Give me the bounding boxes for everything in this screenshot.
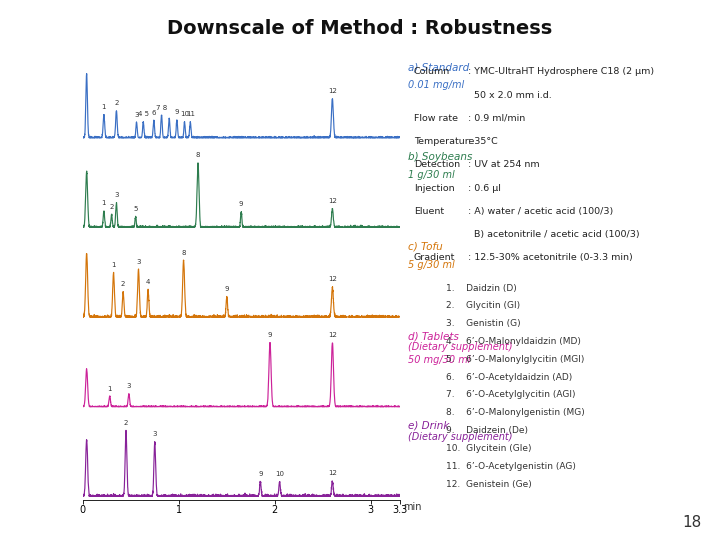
- Text: 18: 18: [683, 515, 702, 530]
- Text: 9.    Daidzein (De): 9. Daidzein (De): [446, 426, 528, 435]
- Text: 6: 6: [152, 110, 156, 116]
- Text: 50 mg/30 ml: 50 mg/30 ml: [408, 355, 471, 365]
- Text: 2: 2: [114, 100, 119, 106]
- Text: Flow rate: Flow rate: [414, 114, 458, 123]
- Text: 2: 2: [121, 281, 125, 287]
- Text: 9: 9: [175, 110, 179, 116]
- Text: 3: 3: [114, 192, 119, 198]
- Text: 2: 2: [124, 420, 128, 426]
- Text: 3: 3: [127, 383, 131, 389]
- Text: 12.  Genistein (Ge): 12. Genistein (Ge): [446, 480, 532, 489]
- Text: : 0.6 μl: : 0.6 μl: [468, 184, 501, 193]
- Text: 5: 5: [133, 206, 138, 212]
- Text: Column: Column: [414, 68, 450, 77]
- Text: 1 g/30 ml: 1 g/30 ml: [408, 170, 455, 180]
- Text: 3: 3: [135, 112, 139, 118]
- Text: 12: 12: [328, 470, 337, 476]
- Text: e) Drink: e) Drink: [408, 421, 449, 431]
- Text: : YMC-UltraHT Hydrosphere C18 (2 μm): : YMC-UltraHT Hydrosphere C18 (2 μm): [468, 68, 654, 77]
- Text: Eluent: Eluent: [414, 207, 444, 216]
- Text: 1: 1: [102, 200, 106, 206]
- Text: 4 5: 4 5: [138, 111, 149, 117]
- Text: 11.  6’-O-Acetylgenistin (AG): 11. 6’-O-Acetylgenistin (AG): [446, 462, 576, 471]
- Text: (Dietary supplement): (Dietary supplement): [408, 342, 513, 352]
- Text: 4.    6’-O-Malonyldaidzin (MD): 4. 6’-O-Malonyldaidzin (MD): [446, 337, 581, 346]
- Text: Injection: Injection: [414, 184, 454, 193]
- Text: 9: 9: [258, 471, 263, 477]
- Text: 12: 12: [328, 88, 337, 94]
- Text: 1: 1: [112, 262, 116, 268]
- Text: 11: 11: [186, 111, 195, 117]
- Text: 1: 1: [107, 386, 112, 392]
- Text: b) Soybeans: b) Soybeans: [408, 152, 472, 162]
- Text: 1.    Daidzin (D): 1. Daidzin (D): [446, 284, 517, 293]
- Text: Temperature: Temperature: [414, 137, 474, 146]
- Text: d) Tablets: d) Tablets: [408, 332, 459, 341]
- Text: : 12.5-30% acetonitrile (0-3.3 min): : 12.5-30% acetonitrile (0-3.3 min): [468, 253, 633, 262]
- Text: : 0.9 ml/min: : 0.9 ml/min: [468, 114, 526, 123]
- Text: 3.    Genistin (G): 3. Genistin (G): [446, 319, 521, 328]
- Text: B) acetonitrile / acetic acid (100/3): B) acetonitrile / acetic acid (100/3): [468, 230, 639, 239]
- Text: 2: 2: [109, 204, 114, 210]
- Text: Gradient: Gradient: [414, 253, 455, 262]
- Text: : UV at 254 nm: : UV at 254 nm: [468, 160, 539, 170]
- Text: 6.    6’-O-Acetyldaidzin (AD): 6. 6’-O-Acetyldaidzin (AD): [446, 373, 572, 382]
- Text: : 35°C: : 35°C: [468, 137, 498, 146]
- Text: 2.    Glycitin (Gl): 2. Glycitin (Gl): [446, 301, 521, 310]
- Text: 9: 9: [239, 201, 243, 207]
- Text: 9: 9: [225, 286, 229, 292]
- Text: (Dietary supplement): (Dietary supplement): [408, 432, 513, 442]
- Text: 3: 3: [153, 431, 157, 437]
- Text: 5.    6’-O-Malonylglycitin (MGl): 5. 6’-O-Malonylglycitin (MGl): [446, 355, 585, 364]
- Text: 9: 9: [268, 332, 272, 338]
- Text: 12: 12: [328, 198, 337, 204]
- Text: 8: 8: [196, 152, 200, 158]
- Text: 5 g/30 ml: 5 g/30 ml: [408, 260, 455, 269]
- Text: 7.    6’-O-Acetylglycitin (AGl): 7. 6’-O-Acetylglycitin (AGl): [446, 390, 576, 400]
- Text: : A) water / acetic acid (100/3): : A) water / acetic acid (100/3): [468, 207, 613, 216]
- Text: 8: 8: [181, 249, 186, 255]
- Text: Detection: Detection: [414, 160, 460, 170]
- Text: 10.  Glycitein (Gle): 10. Glycitein (Gle): [446, 444, 532, 453]
- Text: 0.01 mg/ml: 0.01 mg/ml: [408, 80, 464, 90]
- Text: a) Standard: a) Standard: [408, 63, 469, 72]
- Text: 1: 1: [102, 104, 106, 110]
- Text: 8.    6’-O-Malonylgenistin (MG): 8. 6’-O-Malonylgenistin (MG): [446, 408, 585, 417]
- Text: 3: 3: [136, 259, 140, 265]
- Text: 7 8: 7 8: [156, 105, 167, 111]
- Text: 10: 10: [180, 111, 189, 117]
- Text: 10: 10: [275, 471, 284, 477]
- Text: min: min: [403, 502, 422, 512]
- Text: 12: 12: [328, 276, 337, 282]
- Text: 4: 4: [146, 279, 150, 285]
- Text: Downscale of Method : Robustness: Downscale of Method : Robustness: [167, 19, 553, 38]
- Text: c) Tofu: c) Tofu: [408, 242, 443, 252]
- Text: 50 x 2.0 mm i.d.: 50 x 2.0 mm i.d.: [468, 91, 552, 100]
- Text: 12: 12: [328, 333, 337, 339]
